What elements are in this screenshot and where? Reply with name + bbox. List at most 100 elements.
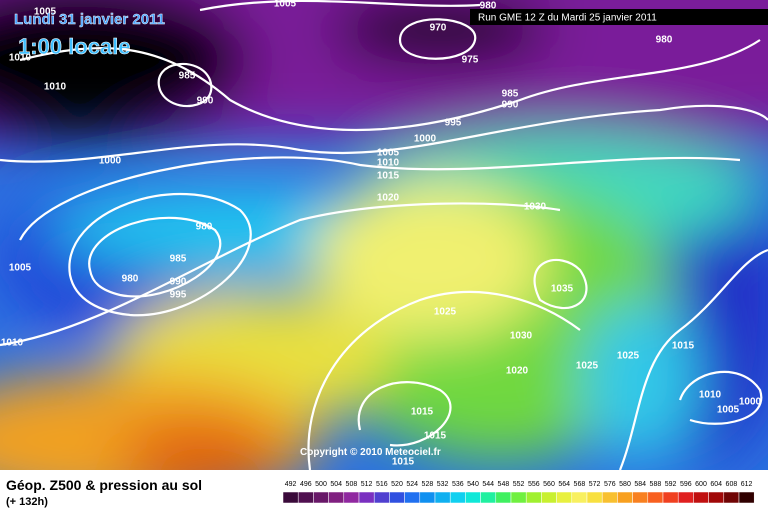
isobar-label: 1030: [524, 202, 547, 213]
isobar-label: 990: [197, 96, 214, 107]
isobar-label: 1020: [377, 193, 400, 204]
legend-label: 492: [285, 481, 297, 488]
legend-swatch: [495, 491, 512, 504]
legend-swatch: [358, 491, 375, 504]
isobar-labels: 1005 1005 1010 1010 970 975 980 980 985 …: [1, 0, 762, 468]
legend-label: 576: [604, 481, 616, 488]
legend-swatch: [373, 491, 390, 504]
legend-label: 540: [467, 481, 479, 488]
legend-swatch: [419, 491, 436, 504]
legend-label: 600: [695, 481, 707, 488]
footer-title: Géop. Z500 & pression au sol: [6, 477, 202, 493]
isobar-label: 995: [445, 118, 462, 129]
isobar-label: 1020: [506, 366, 529, 377]
isobar-label: 980: [656, 35, 673, 46]
legend-swatch: [297, 491, 314, 504]
isobar-label: 1005: [377, 148, 400, 159]
legend-label: 536: [452, 481, 464, 488]
isobar-label: 1030: [510, 331, 533, 342]
legend-swatch: [343, 491, 360, 504]
isobar-label: 1010: [9, 53, 32, 64]
legend-label: 568: [574, 481, 586, 488]
isobar-label: 1000: [99, 156, 122, 167]
legend-label: 496: [300, 481, 312, 488]
legend-swatch: [556, 491, 573, 504]
isobar-label: 980: [480, 1, 497, 12]
legend-swatch: [541, 491, 557, 504]
isobar-label: 1000: [739, 397, 762, 408]
legend-label: 500: [315, 481, 327, 488]
date: Lundi 31 janvier 2011: [14, 11, 165, 28]
legend-swatch: [449, 491, 466, 504]
legend-swatch: [404, 491, 421, 504]
legend-label: 512: [361, 481, 373, 488]
legend-label: 604: [710, 481, 722, 488]
legend-swatch: [313, 491, 329, 504]
legend-label: 592: [665, 481, 677, 488]
isobar-label: 1000: [414, 134, 437, 145]
legend-label: 596: [680, 481, 692, 488]
isobar-label: 1015: [672, 341, 695, 352]
footer: [0, 470, 768, 512]
isobar-label: 985: [170, 254, 187, 265]
legend-label: 528: [422, 481, 434, 488]
isobar-label: 1025: [576, 361, 599, 372]
isobar-label: 1025: [617, 351, 640, 362]
isobar-label: 1010: [699, 390, 722, 401]
isobar-label: 1010: [44, 82, 67, 93]
copyright: Copyright © 2010 Meteociel.fr: [300, 447, 441, 458]
legend-swatch: [586, 491, 603, 504]
legend-label: 588: [650, 481, 662, 488]
isobar-label: 1010: [377, 158, 400, 169]
legend-label: 532: [437, 481, 449, 488]
legend-swatch: [708, 491, 725, 504]
legend-swatch: [480, 491, 497, 504]
isobar-label: 1035: [551, 284, 574, 295]
legend-swatch: [617, 491, 633, 504]
legend-label: 508: [346, 481, 358, 488]
legend-swatch: [465, 491, 481, 504]
isobar-label: 1005: [9, 263, 32, 274]
isobar-label: 1015: [392, 457, 415, 468]
legend-swatch: [510, 491, 527, 504]
legend-swatch: [434, 491, 451, 504]
isobar-label: 990: [170, 277, 187, 288]
legend-label: 516: [376, 481, 388, 488]
legend-label: 524: [406, 481, 418, 488]
legend-swatch: [632, 491, 649, 504]
legend: 492 496 500 504 508 512 516 520 524 528 532 536 540 5…: [282, 481, 755, 504]
legend-label: 584: [634, 481, 646, 488]
isobar-label: 1025: [434, 307, 457, 318]
isobars: [0, 0, 768, 470]
legend-swatch: [693, 491, 709, 504]
legend-swatch: [525, 491, 542, 504]
isobar-label: 970: [430, 23, 447, 34]
legend-swatch: [282, 491, 299, 504]
legend-label: 608: [726, 481, 738, 488]
legend-swatch: [647, 491, 664, 504]
legend-label: 580: [619, 481, 631, 488]
run-strip: [470, 9, 768, 25]
isobar-label: 1015: [377, 171, 400, 182]
time: 1:00 locale: [18, 34, 131, 59]
isobar-label: 1005: [717, 405, 740, 416]
legend-swatch: [723, 491, 740, 504]
isobar-label: 1005: [34, 7, 57, 18]
legend-label: 612: [741, 481, 753, 488]
isobar-label: 1010: [1, 338, 24, 349]
legend-label: 548: [498, 481, 510, 488]
isobar-label: 1005: [274, 0, 297, 10]
legend-swatch: [677, 491, 694, 504]
legend-swatch: [328, 491, 345, 504]
isobar-label: 1015: [411, 407, 434, 418]
legend-swatch: [571, 491, 588, 504]
legend-label: 504: [330, 481, 342, 488]
isobar-label: 980: [196, 222, 213, 233]
legend-swatch: [601, 491, 618, 504]
legend-label: 520: [391, 481, 403, 488]
isobar-label: 1015: [424, 431, 447, 442]
isobar-label: 980: [122, 274, 139, 285]
isobar-label: 990: [502, 100, 519, 111]
legend-label: 544: [482, 481, 494, 488]
